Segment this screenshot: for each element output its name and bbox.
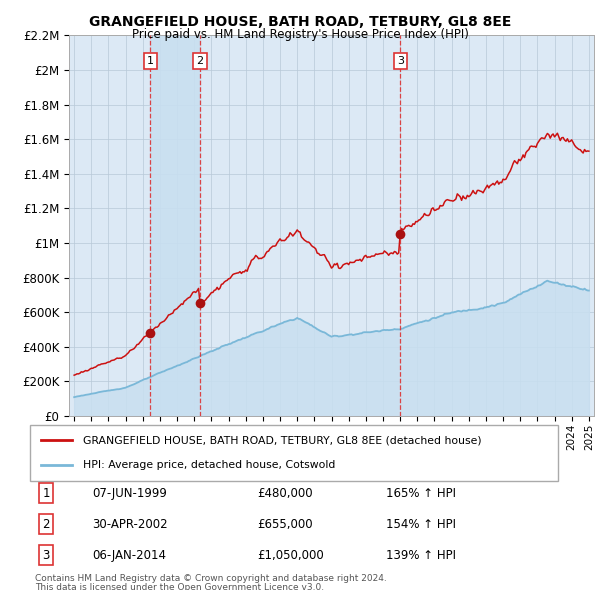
Text: Price paid vs. HM Land Registry's House Price Index (HPI): Price paid vs. HM Land Registry's House … — [131, 28, 469, 41]
Text: 154% ↑ HPI: 154% ↑ HPI — [386, 517, 457, 531]
Text: 3: 3 — [43, 549, 50, 562]
Text: HPI: Average price, detached house, Cotswold: HPI: Average price, detached house, Cots… — [83, 460, 335, 470]
Bar — [151, 35, 200, 416]
Text: This data is licensed under the Open Government Licence v3.0.: This data is licensed under the Open Gov… — [35, 583, 325, 590]
Text: 165% ↑ HPI: 165% ↑ HPI — [386, 487, 457, 500]
Text: £480,000: £480,000 — [257, 487, 313, 500]
Text: 1: 1 — [43, 487, 50, 500]
FancyBboxPatch shape — [30, 425, 558, 481]
Text: 139% ↑ HPI: 139% ↑ HPI — [386, 549, 457, 562]
Text: £1,050,000: £1,050,000 — [257, 549, 323, 562]
Text: 07-JUN-1999: 07-JUN-1999 — [92, 487, 167, 500]
Text: £655,000: £655,000 — [257, 517, 313, 531]
Text: Contains HM Land Registry data © Crown copyright and database right 2024.: Contains HM Land Registry data © Crown c… — [35, 573, 387, 583]
Text: GRANGEFIELD HOUSE, BATH ROAD, TETBURY, GL8 8EE: GRANGEFIELD HOUSE, BATH ROAD, TETBURY, G… — [89, 15, 511, 30]
Text: GRANGEFIELD HOUSE, BATH ROAD, TETBURY, GL8 8EE (detached house): GRANGEFIELD HOUSE, BATH ROAD, TETBURY, G… — [83, 435, 481, 445]
Text: 3: 3 — [397, 57, 404, 66]
Text: 30-APR-2002: 30-APR-2002 — [92, 517, 168, 531]
Text: 2: 2 — [196, 57, 203, 66]
Text: 2: 2 — [43, 517, 50, 531]
Text: 06-JAN-2014: 06-JAN-2014 — [92, 549, 166, 562]
Text: 1: 1 — [147, 57, 154, 66]
